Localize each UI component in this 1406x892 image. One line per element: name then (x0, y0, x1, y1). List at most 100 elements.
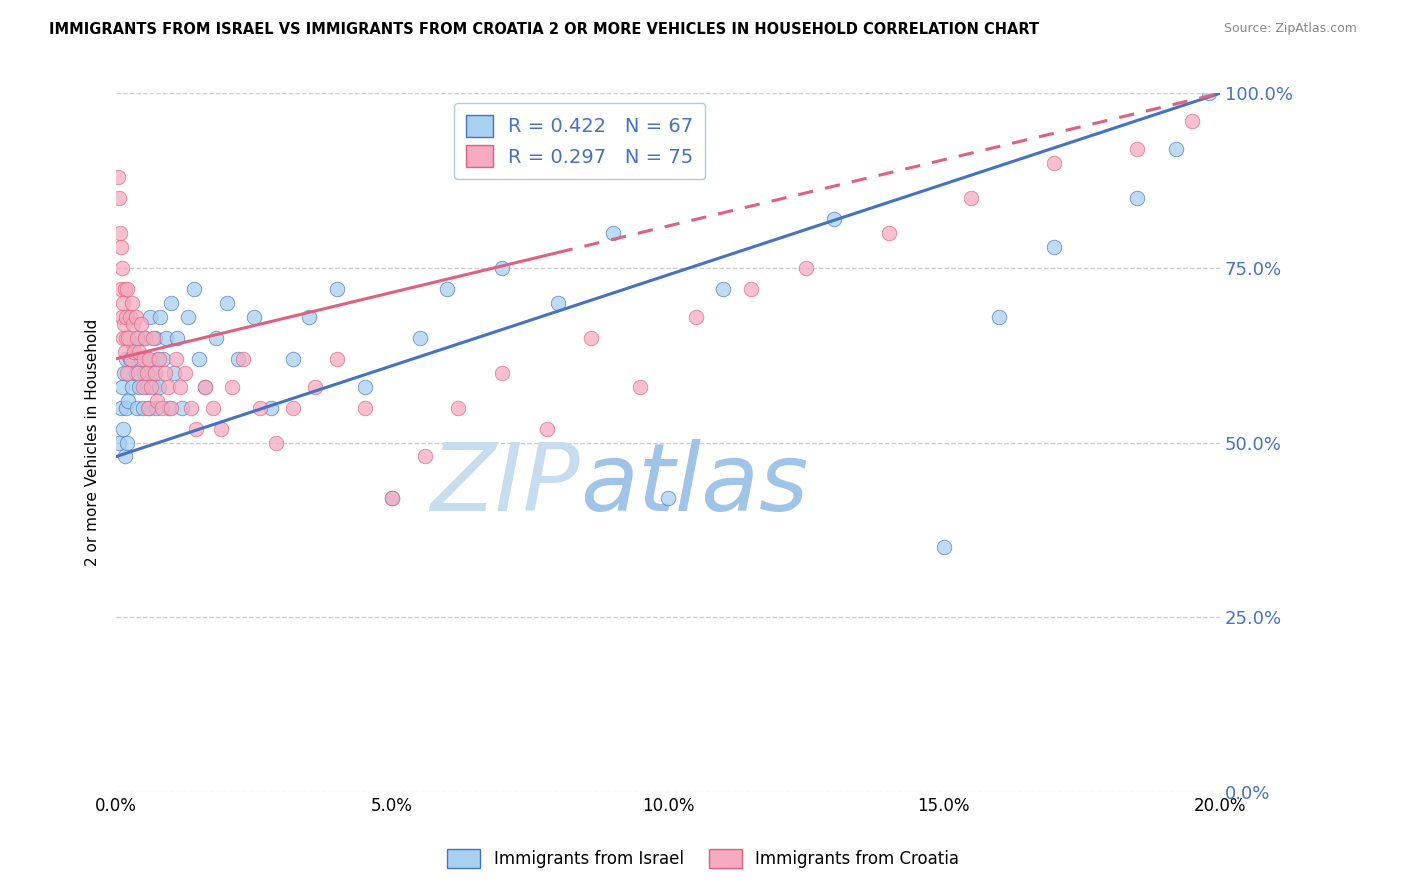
Point (193, 379, 215, 393)
Point (381, 491, 404, 506)
Point (960, 191, 983, 205)
Point (602, 226, 624, 240)
Point (129, 351, 152, 366)
Point (304, 379, 326, 393)
Point (136, 351, 159, 366)
Point (121, 379, 143, 393)
Point (124, 366, 146, 380)
Point (413, 450, 436, 464)
Point (180, 401, 202, 415)
Point (152, 351, 174, 366)
Point (436, 282, 458, 296)
Point (353, 379, 375, 393)
Point (127, 331, 149, 345)
Point (491, 260, 513, 275)
Point (108, 435, 131, 450)
Text: IMMIGRANTS FROM ISRAEL VS IMMIGRANTS FROM CROATIA 2 OR MORE VEHICLES IN HOUSEHOL: IMMIGRANTS FROM ISRAEL VS IMMIGRANTS FRO… (49, 22, 1039, 37)
Point (547, 296, 569, 310)
Point (124, 310, 146, 324)
Point (932, 541, 955, 555)
Point (823, 212, 845, 227)
Point (143, 366, 166, 380)
Point (146, 351, 169, 366)
Legend: Immigrants from Israel, Immigrants from Croatia: Immigrants from Israel, Immigrants from … (440, 842, 966, 875)
Point (134, 331, 156, 345)
Point (132, 379, 155, 393)
Point (129, 317, 152, 331)
Point (149, 310, 172, 324)
Point (579, 331, 602, 345)
Point (117, 435, 139, 450)
Point (127, 366, 149, 380)
Point (114, 351, 136, 366)
Point (138, 401, 160, 415)
Point (1181, 114, 1204, 128)
Point (447, 401, 470, 415)
Point (153, 366, 176, 380)
Point (148, 351, 170, 366)
Point (491, 366, 513, 380)
Point (120, 351, 142, 366)
Point (201, 401, 224, 415)
Point (221, 379, 243, 393)
Point (115, 331, 138, 345)
Point (122, 344, 145, 359)
Point (157, 401, 180, 415)
Point (204, 331, 226, 345)
Point (264, 435, 287, 450)
Point (326, 351, 349, 366)
Point (409, 331, 432, 345)
Point (141, 366, 163, 380)
Point (183, 282, 205, 296)
Point (281, 401, 304, 415)
Legend: R = 0.422   N = 67, R = 0.297   N = 75: R = 0.422 N = 67, R = 0.297 N = 75 (454, 103, 706, 179)
Point (115, 366, 138, 380)
Point (121, 338, 143, 352)
Point (114, 282, 136, 296)
Point (135, 379, 157, 393)
Point (145, 401, 167, 415)
Point (135, 366, 157, 380)
Text: Source: ZipAtlas.com: Source: ZipAtlas.com (1223, 22, 1357, 36)
Point (243, 310, 266, 324)
Y-axis label: 2 or more Vehicles in Household: 2 or more Vehicles in Household (86, 319, 100, 566)
Point (112, 317, 135, 331)
Point (193, 379, 215, 393)
Point (174, 366, 197, 380)
Point (536, 421, 558, 435)
Point (110, 282, 132, 296)
Point (685, 310, 707, 324)
Point (1126, 142, 1149, 156)
Point (112, 366, 135, 380)
Point (1347, 87, 1369, 101)
Point (108, 191, 131, 205)
Point (127, 331, 149, 345)
Text: ZIP: ZIP (430, 439, 579, 530)
Point (226, 351, 249, 366)
Point (177, 310, 200, 324)
Point (1043, 156, 1066, 170)
Point (107, 170, 129, 185)
Point (172, 401, 194, 415)
Point (117, 393, 139, 408)
Point (326, 282, 349, 296)
Point (186, 421, 208, 435)
Point (121, 296, 143, 310)
Point (232, 351, 254, 366)
Point (111, 260, 134, 275)
Point (160, 401, 183, 415)
Point (711, 282, 734, 296)
Point (115, 401, 138, 415)
Point (381, 491, 404, 506)
Point (108, 226, 131, 240)
Point (114, 344, 136, 359)
Point (134, 331, 156, 345)
Point (139, 310, 162, 324)
Point (209, 421, 232, 435)
Point (132, 366, 155, 380)
Point (110, 240, 132, 254)
Point (165, 351, 187, 366)
Point (142, 379, 165, 393)
Point (112, 296, 135, 310)
Point (111, 379, 134, 393)
